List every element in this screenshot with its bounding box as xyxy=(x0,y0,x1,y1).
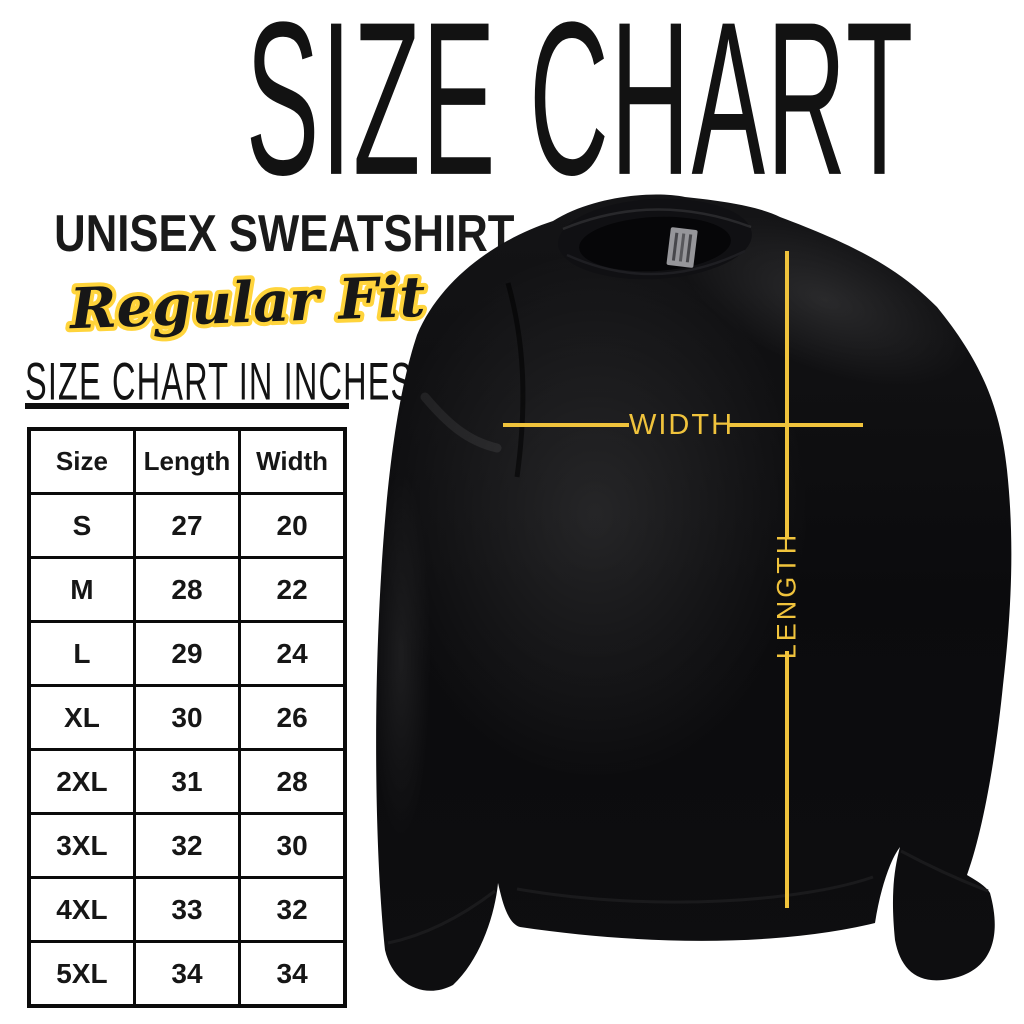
cell-width: 26 xyxy=(238,684,347,751)
length-measure-line-bottom xyxy=(785,651,789,908)
length-measure-line-top xyxy=(785,251,789,538)
cell-length: 34 xyxy=(132,940,242,1008)
cell-size: 5XL xyxy=(27,940,136,1008)
cell-length: 31 xyxy=(132,748,242,815)
cell-size: 2XL xyxy=(27,748,136,815)
col-header-size: Size xyxy=(27,427,136,495)
cell-width: 32 xyxy=(238,876,347,943)
cell-width: 34 xyxy=(238,940,347,1008)
table-row: 2XL 31 28 xyxy=(27,748,347,815)
left-cuff-seam xyxy=(387,889,496,945)
table-row: 5XL 34 34 xyxy=(27,940,347,1008)
cell-length: 32 xyxy=(132,812,242,879)
col-header-length: Length xyxy=(132,427,242,495)
cell-width: 20 xyxy=(238,492,347,559)
width-measure-line-left xyxy=(503,423,629,427)
width-label: WIDTH xyxy=(629,409,735,441)
cell-length: 33 xyxy=(132,876,242,943)
table-row: 4XL 33 32 xyxy=(27,876,347,943)
page-title: SIZE CHART xyxy=(245,0,915,221)
cell-size: 4XL xyxy=(27,876,136,943)
fabric-highlight xyxy=(380,250,810,780)
collar-seam xyxy=(566,249,746,276)
size-table: Size Length Width S 27 20 M 28 22 L 29 2… xyxy=(27,427,347,1008)
cell-length: 30 xyxy=(132,684,242,751)
sleeve-highlight xyxy=(371,470,431,840)
cell-size: M xyxy=(27,556,136,623)
neck-tag xyxy=(666,227,698,268)
table-heading: SIZE CHART IN INCHES xyxy=(25,350,414,411)
cell-width: 28 xyxy=(238,748,347,815)
sweatshirt-image xyxy=(371,194,1012,991)
cell-length: 27 xyxy=(132,492,242,559)
width-measure-line-right xyxy=(727,423,863,427)
cell-size: S xyxy=(27,492,136,559)
shoulder-highlight xyxy=(678,212,972,388)
cell-length: 29 xyxy=(132,620,242,687)
cell-length: 28 xyxy=(132,556,242,623)
table-header-row: Size Length Width xyxy=(27,427,347,495)
cell-size: XL xyxy=(27,684,136,751)
table-row: M 28 22 xyxy=(27,556,347,623)
cell-size: 3XL xyxy=(27,812,136,879)
drop-shoulder-seam xyxy=(505,282,526,478)
heading-underline xyxy=(25,403,349,409)
cell-width: 22 xyxy=(238,556,347,623)
sleeve-fold xyxy=(420,392,502,453)
table-row: XL 30 26 xyxy=(27,684,347,751)
cell-width: 30 xyxy=(238,812,347,879)
collar-top-highlight xyxy=(562,208,752,231)
fit-style-text: Regular Fit xyxy=(63,260,431,346)
hem-seam xyxy=(516,875,874,904)
length-label: LENGTH xyxy=(771,531,802,659)
length-label-box: LENGTH xyxy=(763,531,811,659)
col-header-width: Width xyxy=(238,427,347,495)
table-row: L 29 24 xyxy=(27,620,347,687)
table-row: 3XL 32 30 xyxy=(27,812,347,879)
right-cuff-seam xyxy=(900,849,989,893)
table-row: S 27 20 xyxy=(27,492,347,559)
cell-size: L xyxy=(27,620,136,687)
cell-width: 24 xyxy=(238,620,347,687)
